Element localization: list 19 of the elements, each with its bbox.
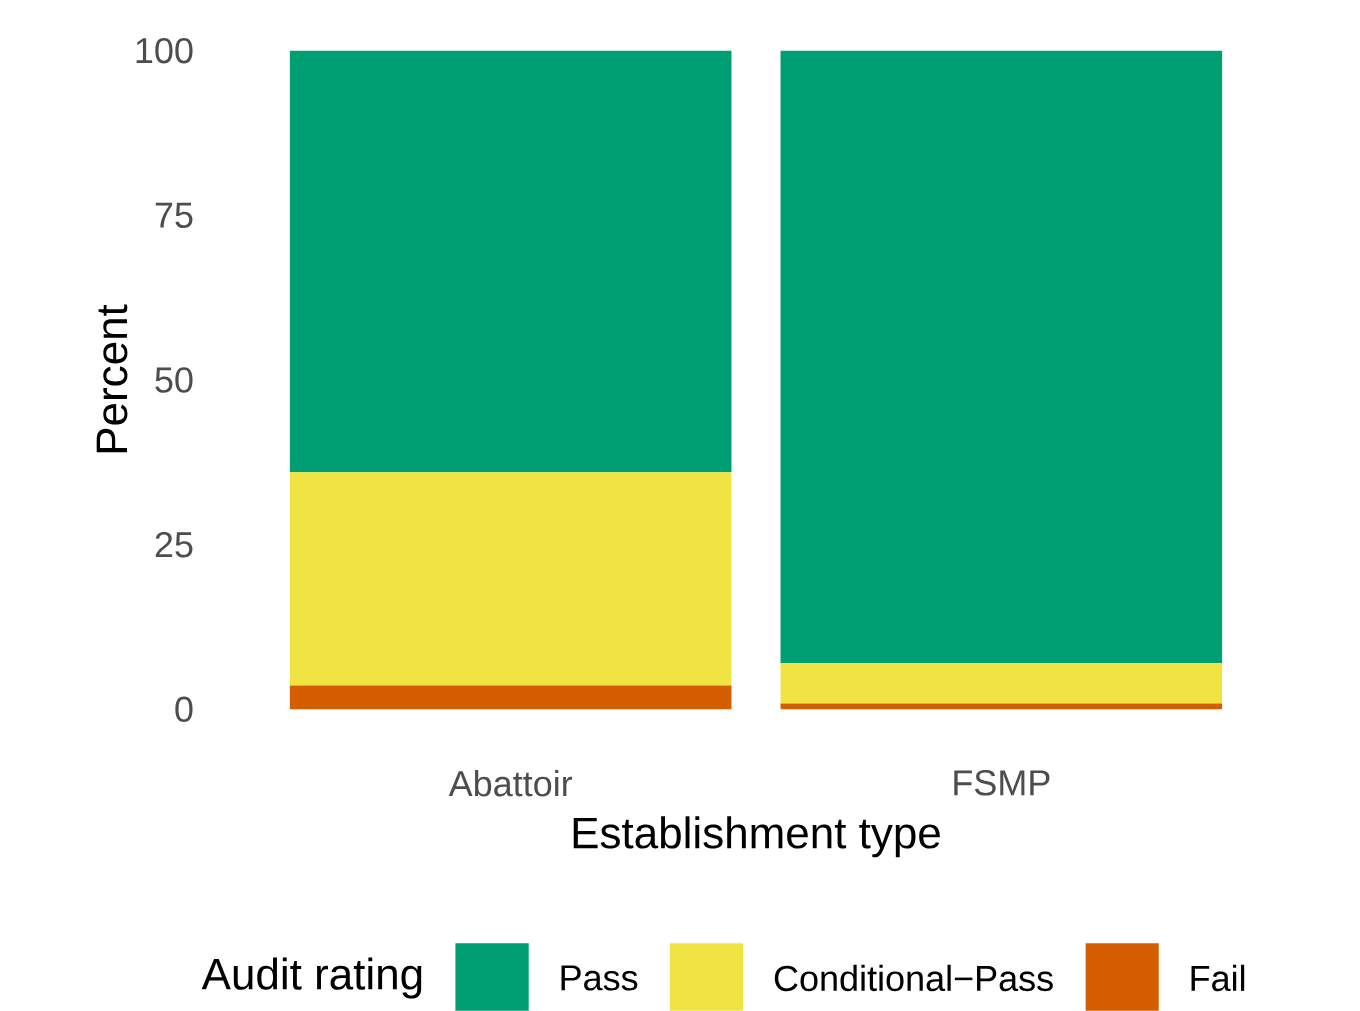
legend-label: Conditional−Pass xyxy=(774,964,1053,992)
bar xyxy=(289,472,732,686)
x-axis-title: Establishment type xyxy=(573,816,940,858)
y-tick-label: 25 xyxy=(155,532,193,558)
y-tick-label: 50 xyxy=(155,367,193,393)
bar xyxy=(780,50,1223,664)
bar xyxy=(780,663,1223,704)
legend-label: Fail xyxy=(1191,964,1245,992)
bar xyxy=(289,50,732,473)
legend-title: Audit rating xyxy=(201,957,422,999)
y-tick-label: 100 xyxy=(136,38,193,64)
x-tick-label: FSMP xyxy=(954,770,1050,796)
y-axis-title: Percent xyxy=(96,304,128,453)
bar xyxy=(780,703,1223,710)
x-tick-label: Abattoir xyxy=(448,770,573,797)
y-tick-label: 75 xyxy=(155,202,193,229)
legend-label: Pass xyxy=(561,965,638,991)
bar xyxy=(289,685,732,710)
y-tick-label: 0 xyxy=(175,696,193,723)
